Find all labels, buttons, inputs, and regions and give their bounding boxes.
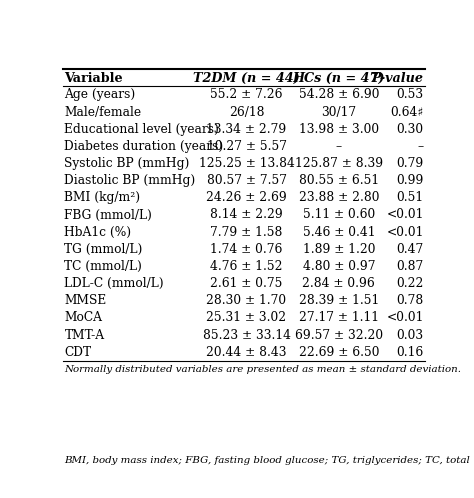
- Text: 5.11 ± 0.60: 5.11 ± 0.60: [303, 209, 375, 222]
- Text: HCs (n = 47): HCs (n = 47): [292, 72, 385, 85]
- Text: 0.16: 0.16: [396, 346, 424, 359]
- Text: –: –: [336, 140, 342, 153]
- Text: 5.46 ± 0.41: 5.46 ± 0.41: [302, 226, 375, 239]
- Text: Variable: Variable: [64, 72, 123, 85]
- Text: 20.44 ± 8.43: 20.44 ± 8.43: [206, 346, 287, 359]
- Text: 85.23 ± 33.14: 85.23 ± 33.14: [202, 329, 291, 342]
- Text: 0.87: 0.87: [396, 260, 424, 273]
- Text: 27.17 ± 1.11: 27.17 ± 1.11: [299, 311, 379, 324]
- Text: Systolic BP (mmHg): Systolic BP (mmHg): [64, 157, 190, 170]
- Text: 0.30: 0.30: [397, 123, 424, 135]
- Text: 80.57 ± 7.57: 80.57 ± 7.57: [207, 174, 287, 187]
- Text: 0.03: 0.03: [397, 329, 424, 342]
- Text: 54.28 ± 6.90: 54.28 ± 6.90: [299, 88, 379, 102]
- Text: 30/17: 30/17: [321, 106, 356, 119]
- Text: TG (mmol/L): TG (mmol/L): [64, 243, 143, 256]
- Text: 0.79: 0.79: [396, 157, 424, 170]
- Text: <0.01: <0.01: [386, 226, 424, 239]
- Text: 10.27 ± 5.57: 10.27 ± 5.57: [207, 140, 287, 153]
- Text: 55.2 ± 7.26: 55.2 ± 7.26: [210, 88, 283, 102]
- Text: 4.76 ± 1.52: 4.76 ± 1.52: [210, 260, 283, 273]
- Text: Normally distributed variables are presented as mean ± standard deviation.: Normally distributed variables are prese…: [64, 366, 461, 374]
- Text: 2.61 ± 0.75: 2.61 ± 0.75: [210, 277, 283, 290]
- Text: 80.55 ± 6.51: 80.55 ± 6.51: [299, 174, 379, 187]
- Text: 1.74 ± 0.76: 1.74 ± 0.76: [210, 243, 283, 256]
- Text: CDT: CDT: [64, 346, 91, 359]
- Text: 8.14 ± 2.29: 8.14 ± 2.29: [210, 209, 283, 222]
- Text: 24.26 ± 2.69: 24.26 ± 2.69: [206, 191, 287, 204]
- Text: 13.98 ± 3.00: 13.98 ± 3.00: [299, 123, 379, 135]
- Text: 28.39 ± 1.51: 28.39 ± 1.51: [299, 294, 379, 307]
- Text: 0.51: 0.51: [397, 191, 424, 204]
- Text: <0.01: <0.01: [386, 209, 424, 222]
- Text: 26/18: 26/18: [229, 106, 264, 119]
- Text: TMT-A: TMT-A: [64, 329, 105, 342]
- Text: MMSE: MMSE: [64, 294, 107, 307]
- Text: Diastolic BP (mmHg): Diastolic BP (mmHg): [64, 174, 196, 187]
- Text: Diabetes duration (years): Diabetes duration (years): [64, 140, 224, 153]
- Text: 25.31 ± 3.02: 25.31 ± 3.02: [207, 311, 287, 324]
- Text: 125.87 ± 8.39: 125.87 ± 8.39: [295, 157, 383, 170]
- Text: 1.89 ± 1.20: 1.89 ± 1.20: [302, 243, 375, 256]
- Text: 0.64♯: 0.64♯: [391, 106, 424, 119]
- Text: 22.69 ± 6.50: 22.69 ± 6.50: [299, 346, 379, 359]
- Text: 0.53: 0.53: [397, 88, 424, 102]
- Text: 28.30 ± 1.70: 28.30 ± 1.70: [207, 294, 287, 307]
- Text: BMI (kg/m²): BMI (kg/m²): [64, 191, 140, 204]
- Text: FBG (mmol/L): FBG (mmol/L): [64, 209, 152, 222]
- Text: 7.79 ± 1.58: 7.79 ± 1.58: [210, 226, 283, 239]
- Text: P-value: P-value: [372, 72, 424, 85]
- Text: MoCA: MoCA: [64, 311, 102, 324]
- Text: 23.88 ± 2.80: 23.88 ± 2.80: [299, 191, 379, 204]
- Text: 4.80 ± 0.97: 4.80 ± 0.97: [302, 260, 375, 273]
- Text: 0.99: 0.99: [396, 174, 424, 187]
- Text: Male/female: Male/female: [64, 106, 142, 119]
- Text: 0.22: 0.22: [396, 277, 424, 290]
- Text: 0.78: 0.78: [396, 294, 424, 307]
- Text: Educational level (years): Educational level (years): [64, 123, 219, 135]
- Text: –: –: [418, 140, 424, 153]
- Text: <0.01: <0.01: [386, 311, 424, 324]
- Text: 69.57 ± 32.20: 69.57 ± 32.20: [295, 329, 383, 342]
- Text: TC (mmol/L): TC (mmol/L): [64, 260, 142, 273]
- Text: 13.34 ± 2.79: 13.34 ± 2.79: [207, 123, 287, 135]
- Text: LDL-C (mmol/L): LDL-C (mmol/L): [64, 277, 164, 290]
- Text: 125.25 ± 13.84: 125.25 ± 13.84: [199, 157, 294, 170]
- Text: HbA1c (%): HbA1c (%): [64, 226, 131, 239]
- Text: T2DM (n = 44): T2DM (n = 44): [193, 72, 300, 85]
- Text: 0.47: 0.47: [396, 243, 424, 256]
- Text: 2.84 ± 0.96: 2.84 ± 0.96: [302, 277, 375, 290]
- Text: Age (years): Age (years): [64, 88, 136, 102]
- Text: BMI, body mass index; FBG, fasting blood glucose; TG, triglycerides; TC, total: BMI, body mass index; FBG, fasting blood…: [64, 456, 470, 466]
